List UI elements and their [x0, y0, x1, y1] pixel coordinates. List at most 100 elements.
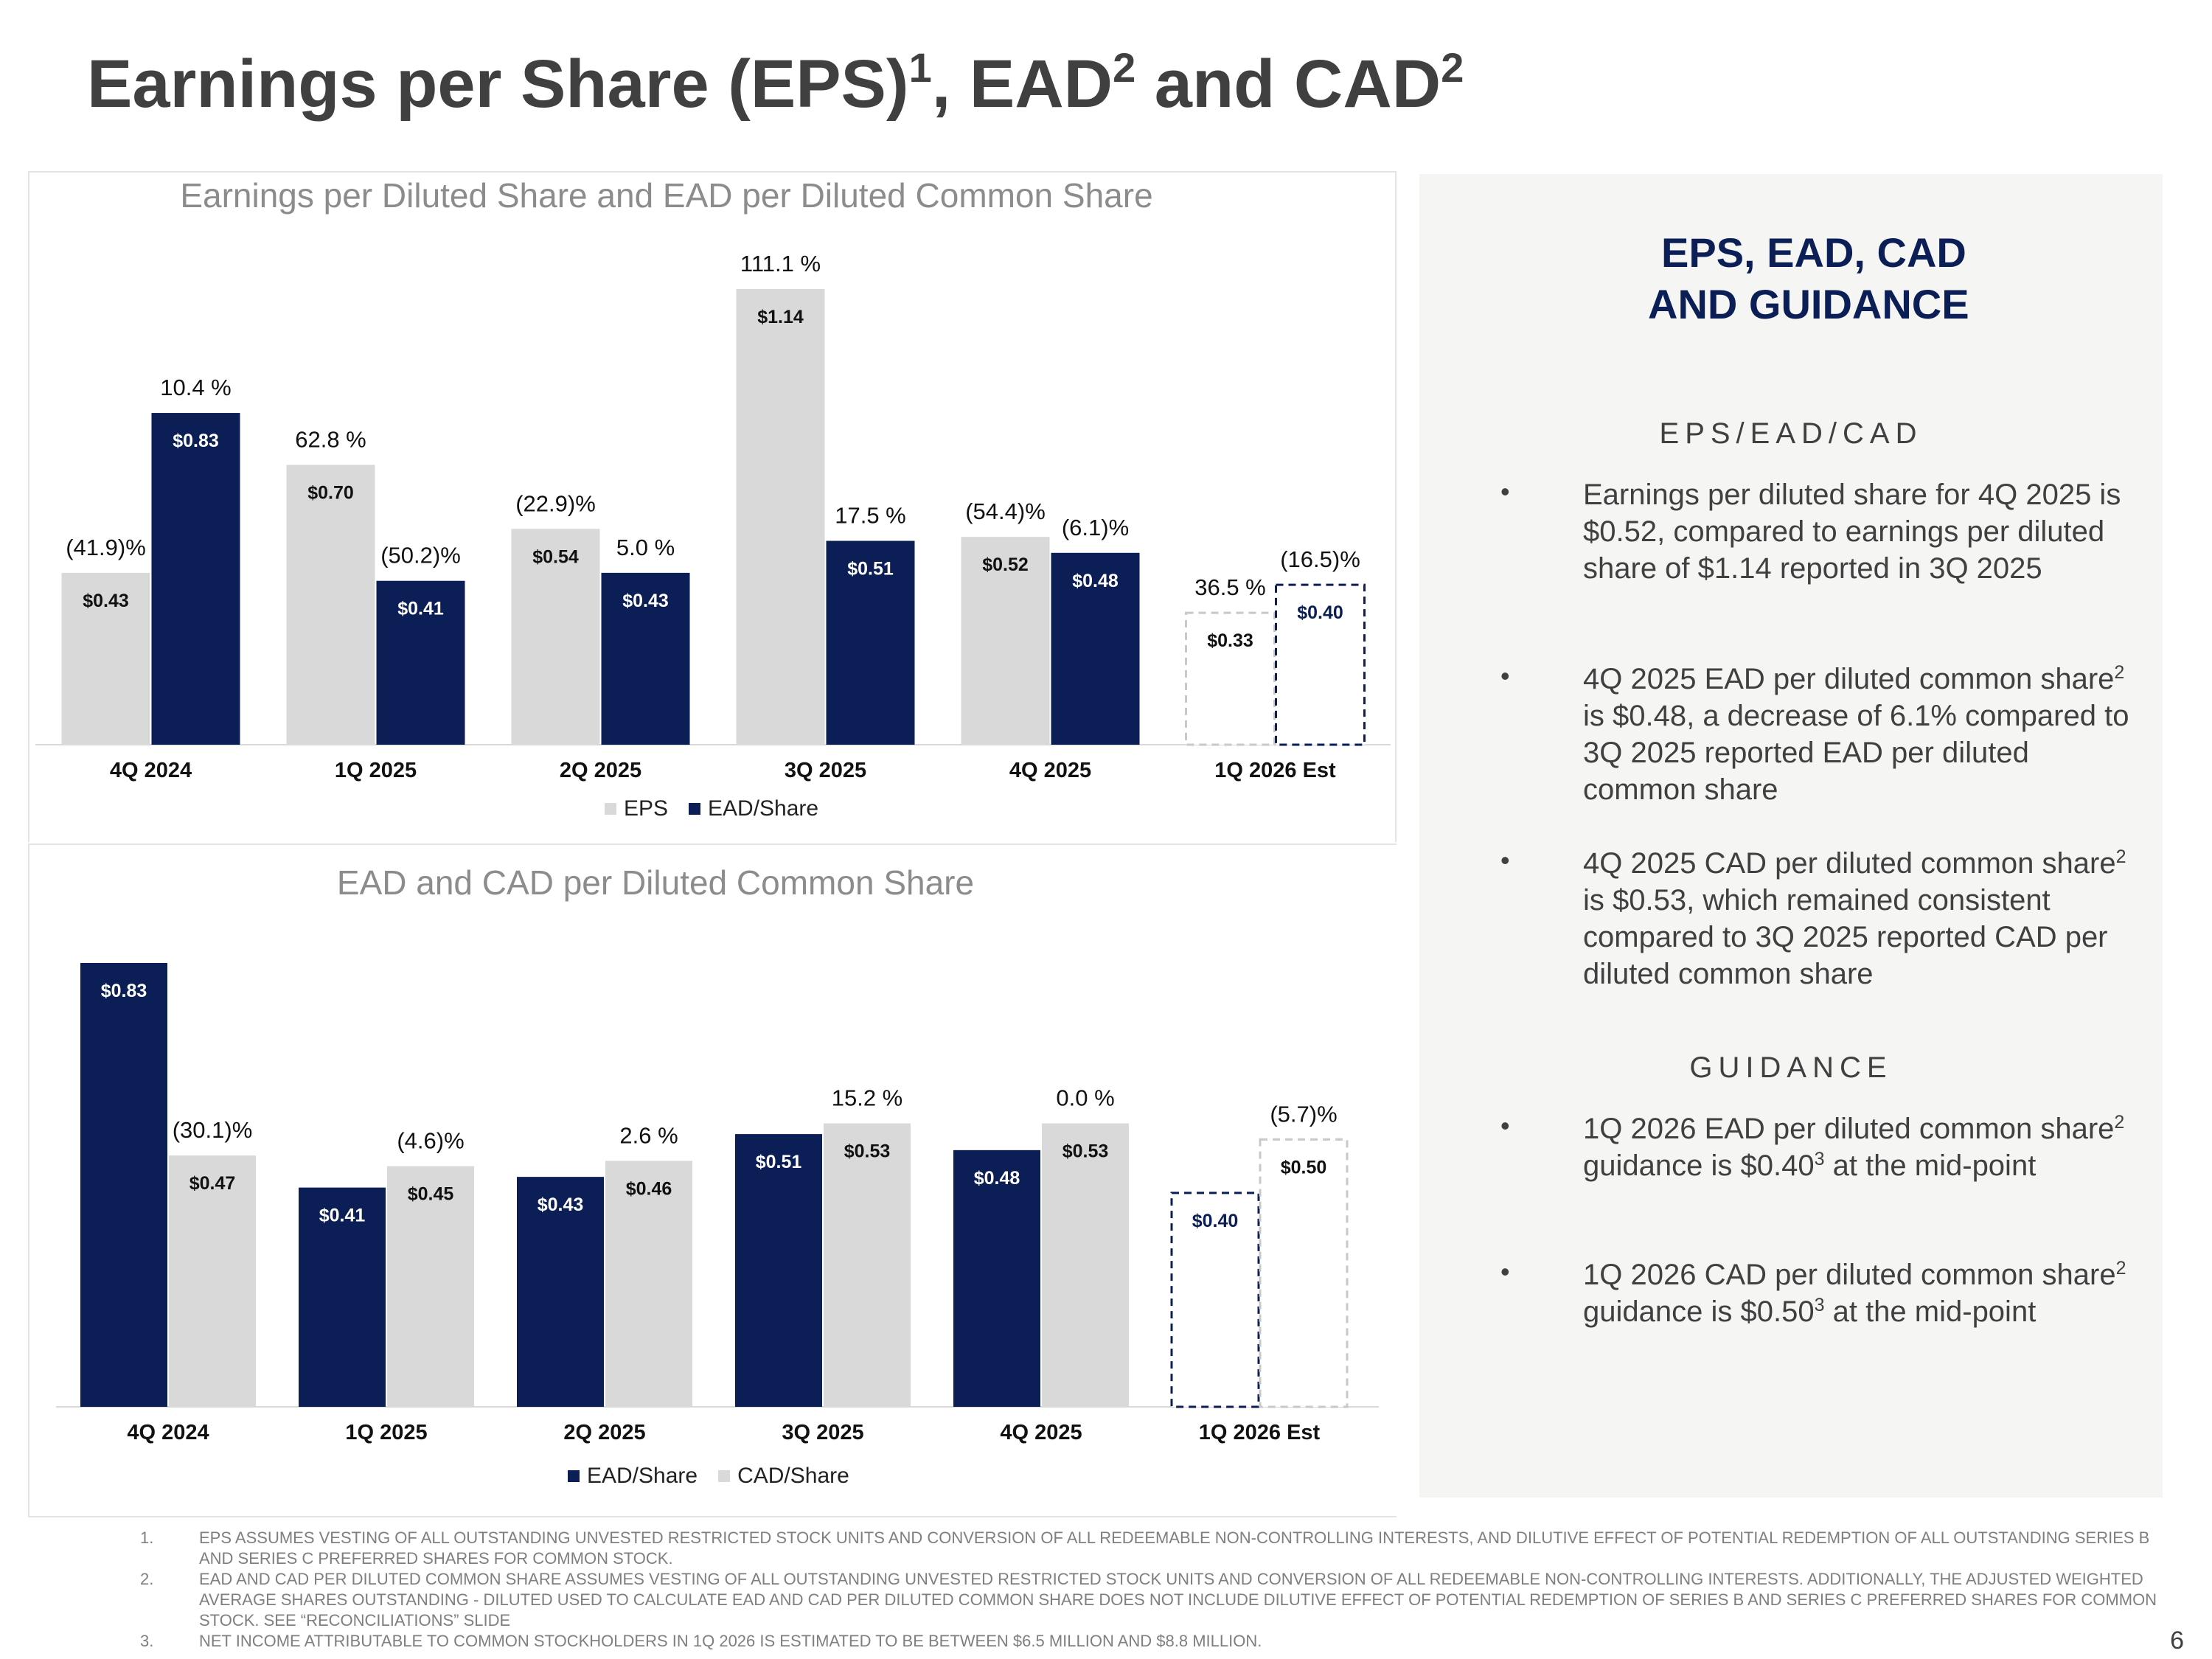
- x-tick-label: 1Q 2026 Est: [1214, 759, 1336, 782]
- change-label: (41.9)%: [66, 535, 146, 560]
- change-label: (50.2)%: [380, 543, 461, 568]
- bullet-text: 4Q 2025 EAD per diluted common share2 is…: [1583, 662, 2129, 806]
- eps-bar: [61, 572, 150, 745]
- data-label: $0.54: [532, 546, 579, 567]
- data-label: $0.40: [1297, 602, 1343, 623]
- footnote-2: 2. EAD and CAD per diluted common share a…: [140, 1570, 2157, 1630]
- page-number: 6: [2170, 1627, 2184, 1655]
- change-label: (16.5)%: [1280, 546, 1360, 572]
- ead-cad-chart-title: EAD and CAD per Diluted Common Share: [336, 863, 975, 902]
- data-label: $0.43: [622, 591, 669, 611]
- eps-bar: [1185, 611, 1276, 746]
- ead-share-bar: [299, 1187, 386, 1407]
- data-label: $0.45: [408, 1184, 454, 1205]
- eps-bar: [511, 529, 600, 745]
- x-tick-label: 1Q 2026 Est: [1199, 1421, 1321, 1444]
- data-label: $0.70: [307, 483, 354, 504]
- ead-share-bar: [151, 413, 240, 745]
- change-label: 111.1 %: [740, 251, 821, 276]
- cad-share-bar: [387, 1166, 474, 1407]
- data-label: $0.47: [189, 1173, 236, 1194]
- legend-swatch-cad: [718, 1470, 731, 1482]
- legend-swatch-eps: [605, 803, 616, 815]
- cad-share-bar: [605, 1161, 692, 1407]
- x-tick-label: 4Q 2025: [1009, 759, 1091, 782]
- ead-share-bar: [517, 1177, 604, 1407]
- eps-bar: [286, 465, 375, 745]
- change-label: (4.6)%: [397, 1128, 464, 1154]
- x-tick-label: 3Q 2025: [782, 1421, 863, 1444]
- change-label: 5.0 %: [616, 535, 675, 560]
- data-label: $0.46: [626, 1178, 672, 1199]
- change-label: 10.4 %: [160, 375, 232, 400]
- cad-share-bar: [169, 1155, 256, 1407]
- guidance-heading: GUIDANCE: [1689, 1051, 1893, 1084]
- change-label: (6.1)%: [1062, 515, 1129, 540]
- change-label: 0.0 %: [1056, 1085, 1114, 1111]
- change-label: (22.9)%: [515, 490, 596, 516]
- x-tick-label: 3Q 2025: [785, 759, 866, 782]
- bullet-dot: •: [1500, 845, 1510, 875]
- ead-cad-chart: 4Q 2024 $0.83 $0.47 (30.1)% 1Q 2025 $0.41 $0.4…: [56, 963, 1379, 1444]
- bullet-dot: •: [1500, 661, 1510, 691]
- ead-share-bar: [735, 1134, 822, 1407]
- ead-cad-chart-panel: EAD and CAD per Diluted Common Share 4Q …: [28, 844, 1397, 1517]
- eps-ead-cad-heading: EPS/EAD/CAD: [1659, 417, 1923, 450]
- footnote-1: 1. EPS assumes vesting of all outstanding…: [140, 1528, 2150, 1568]
- eps-ead-chart: 4Q 2024 $0.43 (41.9)% $0.83 10.4 % 1Q 2025 $0.…: [35, 251, 1391, 782]
- change-label: 62.8 %: [295, 427, 366, 453]
- change-label: 17.5 %: [835, 503, 906, 529]
- data-label: $0.52: [982, 554, 1029, 575]
- data-label: $0.40: [1192, 1211, 1239, 1231]
- data-label: $0.48: [1072, 571, 1119, 591]
- data-label: $0.43: [83, 591, 129, 611]
- eps-bar: [736, 289, 825, 745]
- data-label: $0.41: [397, 599, 444, 619]
- eps-ead-legend: EPS EAD/Share: [605, 796, 818, 821]
- data-label: $0.83: [101, 981, 147, 1001]
- legend-swatch-ead: [568, 1470, 580, 1482]
- ead-share-bar: [601, 572, 690, 745]
- ead-share-bar: [826, 540, 915, 745]
- x-tick-label: 2Q 2025: [563, 1421, 645, 1444]
- footnote-3: 3. Net income attributable to common stoc…: [140, 1632, 1262, 1650]
- change-label: (30.1)%: [173, 1117, 253, 1143]
- data-label: $0.33: [1207, 630, 1253, 651]
- side-panel-heading: EPS, EAD, CAD AND GUIDANCE: [1648, 229, 1969, 327]
- legend-item-ead: EAD/Share: [568, 1464, 698, 1489]
- bullet-text: Earnings per diluted share for 4Q 2025 i…: [1583, 479, 2121, 585]
- x-tick-label: 4Q 2025: [1000, 1421, 1082, 1444]
- bullet-text: 4Q 2025 CAD per diluted common share2 is…: [1583, 846, 2126, 990]
- ead-share-bar: [1170, 1192, 1260, 1408]
- data-label: $0.43: [538, 1194, 584, 1215]
- eps-ead-chart-panel: Earnings per Diluted Share and EAD per D…: [28, 171, 1397, 842]
- ead-cad-legend: EAD/Share CAD/Share: [568, 1464, 849, 1489]
- legend-item-cad: CAD/Share: [718, 1464, 849, 1489]
- cad-share-bar: [1042, 1123, 1129, 1407]
- change-label: (54.4)%: [965, 498, 1046, 524]
- data-label: $0.50: [1281, 1157, 1327, 1178]
- legend-swatch-ead: [689, 803, 701, 815]
- x-tick-label: 4Q 2024: [127, 1421, 209, 1444]
- x-tick-label: 1Q 2025: [335, 759, 417, 782]
- data-label: $0.41: [319, 1206, 366, 1226]
- data-label: $0.83: [173, 431, 219, 451]
- legend-item-eps: EPS: [605, 796, 668, 821]
- cad-share-bar: [1259, 1138, 1349, 1408]
- ead-share-bar: [1051, 552, 1140, 745]
- data-label: $0.48: [974, 1168, 1020, 1189]
- page-title: Earnings per Share (EPS)1, EAD2 and CAD2: [87, 44, 1464, 122]
- change-label: 15.2 %: [832, 1085, 903, 1111]
- x-tick-label: 1Q 2025: [345, 1421, 427, 1444]
- data-label: $1.14: [757, 307, 804, 327]
- data-label: $0.51: [756, 1152, 802, 1172]
- ead-share-bar: [953, 1150, 1040, 1407]
- eps-bar: [961, 537, 1050, 745]
- bullet-dot: •: [1500, 1110, 1510, 1141]
- change-label: 2.6 %: [619, 1122, 678, 1148]
- ead-share-bar: [1275, 583, 1366, 746]
- bullet-dot: •: [1500, 476, 1510, 507]
- bullet-text: 1Q 2026 EAD per diluted common share2 gu…: [1583, 1112, 2125, 1182]
- legend-item-ead: EAD/Share: [689, 796, 818, 821]
- data-label: $0.53: [1062, 1141, 1109, 1162]
